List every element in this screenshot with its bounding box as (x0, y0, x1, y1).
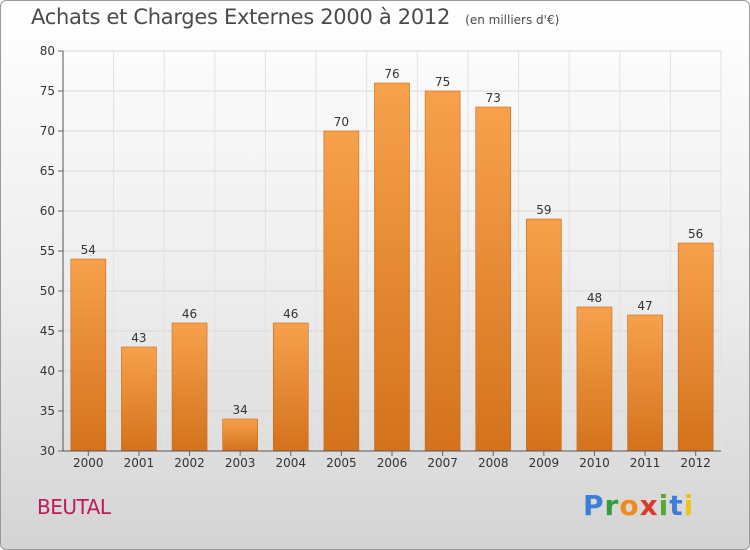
bar-2009 (526, 218, 562, 452)
value-label-2009: 59 (536, 203, 551, 217)
y-tick-label: 50 (40, 284, 55, 298)
proxiti-logo: Proxiti (583, 489, 695, 522)
place-name: BEUTAL (37, 495, 111, 519)
bar-2007 (424, 90, 461, 452)
bar-2002 (171, 322, 208, 452)
y-tick-label: 80 (40, 44, 55, 58)
axes: 30 35 40 45 50 55 60 65 70 75 80 2000 2001 2002 2003 20… (40, 44, 721, 470)
y-tick-label: 70 (40, 124, 55, 138)
value-label-2001: 43 (131, 331, 146, 345)
y-tick-label: 55 (40, 244, 55, 258)
value-label-2010: 48 (587, 291, 602, 305)
y-tick-label: 30 (40, 444, 55, 458)
bar-2012 (677, 242, 714, 452)
value-label-2002: 46 (182, 307, 197, 321)
chart-unit: (en milliers d'€) (465, 13, 560, 27)
value-label-2008: 73 (486, 91, 501, 105)
bar-2011 (627, 314, 663, 452)
y-tick-label: 45 (40, 324, 55, 338)
bar-2000 (70, 258, 107, 452)
y-tick-label: 35 (40, 404, 55, 418)
chart-title-text: Achats et Charges Externes 2000 à 2012 (31, 5, 451, 29)
y-tick-label: 75 (40, 84, 55, 98)
x-tick-label-2005: 2005 (326, 456, 357, 470)
x-tick-label-2008: 2008 (478, 456, 509, 470)
bar-2006 (374, 82, 410, 452)
x-tick-label-2001: 2001 (124, 456, 155, 470)
bar-2010 (576, 306, 613, 452)
value-label-2012: 56 (688, 227, 703, 241)
x-tick-label-2002: 2002 (174, 456, 205, 470)
x-tick-label-2000: 2000 (73, 456, 104, 470)
value-label-2005: 70 (334, 115, 349, 129)
x-tick-label-2004: 2004 (275, 456, 306, 470)
x-tick-label-2012: 2012 (680, 456, 711, 470)
x-tick-label-2010: 2010 (579, 456, 610, 470)
bars (70, 82, 714, 452)
value-label-2006: 76 (384, 67, 399, 81)
value-labels: 54 43 46 34 46 70 76 75 73 59 48 47 56 (81, 67, 704, 417)
bar-2004 (272, 322, 309, 452)
value-label-2000: 54 (81, 243, 96, 257)
bar-2008 (475, 106, 512, 452)
x-tick-label-2011: 2011 (630, 456, 661, 470)
x-tick-label-2009: 2009 (529, 456, 560, 470)
bar-2001 (121, 346, 157, 452)
bar-2003 (222, 418, 258, 452)
x-tick-label-2007: 2007 (427, 456, 458, 470)
x-tick-label-2003: 2003 (225, 456, 256, 470)
chart-title: Achats et Charges Externes 2000 à 2012 (… (31, 5, 559, 29)
y-tick-label: 60 (40, 204, 55, 218)
value-label-2003: 34 (233, 403, 248, 417)
x-tick-label-2006: 2006 (377, 456, 408, 470)
value-label-2004: 46 (283, 307, 298, 321)
bar-2005 (323, 130, 360, 452)
value-label-2011: 47 (637, 299, 652, 313)
y-tick-label: 40 (40, 364, 55, 378)
value-label-2007: 75 (435, 75, 450, 89)
y-tick-label: 65 (40, 164, 55, 178)
